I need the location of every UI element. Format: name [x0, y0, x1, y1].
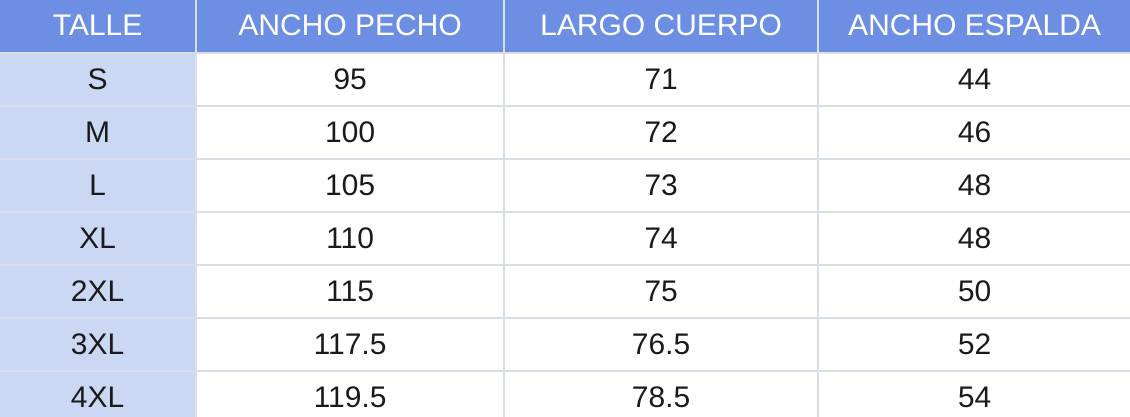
size-label-cell: XL [0, 211, 197, 266]
chest-width-cell: 95 [195, 52, 505, 107]
table-body: S 95 71 44 M 100 72 46 L 105 73 48 XL 11… [0, 52, 1130, 417]
table-row: 2XL 115 75 50 [0, 264, 1130, 319]
size-label-cell: 4XL [0, 370, 197, 417]
body-length-cell: 78.5 [503, 370, 819, 417]
chest-width-cell: 100 [195, 105, 505, 160]
header-talle: TALLE [0, 0, 197, 54]
header-ancho-pecho: ANCHO PECHO [195, 0, 505, 54]
back-width-cell: 52 [817, 317, 1130, 372]
back-width-cell: 50 [817, 264, 1130, 319]
size-label-cell: 2XL [0, 264, 197, 319]
size-label-cell: 3XL [0, 317, 197, 372]
body-length-cell: 74 [503, 211, 819, 266]
body-length-cell: 72 [503, 105, 819, 160]
table-row: S 95 71 44 [0, 52, 1130, 107]
size-label-cell: S [0, 52, 197, 107]
back-width-cell: 46 [817, 105, 1130, 160]
body-length-cell: 76.5 [503, 317, 819, 372]
body-length-cell: 71 [503, 52, 819, 107]
chest-width-cell: 119.5 [195, 370, 505, 417]
back-width-cell: 54 [817, 370, 1130, 417]
header-row: TALLE ANCHO PECHO LARGO CUERPO ANCHO ESP… [0, 0, 1130, 54]
back-width-cell: 48 [817, 211, 1130, 266]
chest-width-cell: 105 [195, 158, 505, 213]
size-label-cell: L [0, 158, 197, 213]
table-row: M 100 72 46 [0, 105, 1130, 160]
header-ancho-espalda: ANCHO ESPALDA [817, 0, 1130, 54]
table-row: XL 110 74 48 [0, 211, 1130, 266]
chest-width-cell: 110 [195, 211, 505, 266]
body-length-cell: 75 [503, 264, 819, 319]
back-width-cell: 48 [817, 158, 1130, 213]
back-width-cell: 44 [817, 52, 1130, 107]
body-length-cell: 73 [503, 158, 819, 213]
chest-width-cell: 117.5 [195, 317, 505, 372]
table-row: L 105 73 48 [0, 158, 1130, 213]
size-label-cell: M [0, 105, 197, 160]
table-row: 3XL 117.5 76.5 52 [0, 317, 1130, 372]
table-row: 4XL 119.5 78.5 54 [0, 370, 1130, 417]
table-header: TALLE ANCHO PECHO LARGO CUERPO ANCHO ESP… [0, 0, 1130, 54]
header-largo-cuerpo: LARGO CUERPO [503, 0, 819, 54]
chest-width-cell: 115 [195, 264, 505, 319]
